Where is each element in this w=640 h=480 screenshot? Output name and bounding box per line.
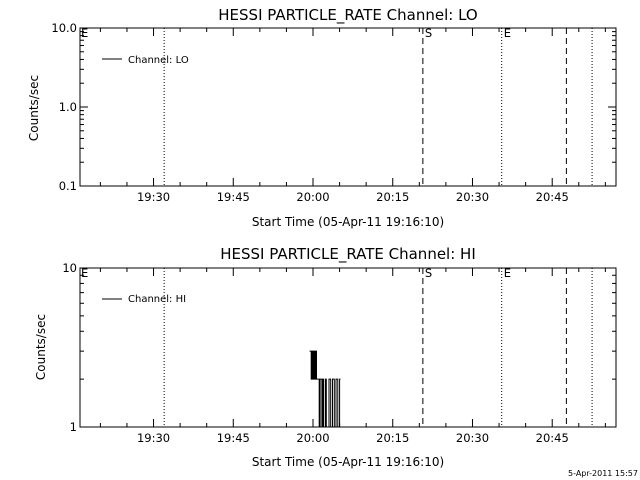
panel-channel-lo: HESSI PARTICLE_RATE Channel: LO Start Ti… — [27, 6, 617, 229]
plot-frame — [79, 27, 617, 187]
event-line-label: S — [425, 26, 432, 40]
y-tick-label: 10.0 — [51, 21, 77, 35]
event-line-label: E — [504, 266, 511, 280]
plot-frame — [79, 267, 617, 428]
x-axis-label-lo: Start Time (05-Apr-11 19:16:10) — [252, 215, 444, 229]
x-tick-label: 20:15 — [376, 431, 409, 445]
x-axis-label-hi: Start Time (05-Apr-11 19:16:10) — [252, 455, 444, 469]
x-tick-label: 19:30 — [137, 190, 170, 204]
chart-title-lo: HESSI PARTICLE_RATE Channel: LO — [218, 6, 477, 25]
x-tick-label: 19:30 — [137, 431, 170, 445]
chart-title-hi: HESSI PARTICLE_RATE Channel: HI — [220, 245, 476, 264]
start-marker-label: E — [81, 266, 88, 280]
x-tick-label: 20:45 — [536, 190, 569, 204]
event-line-label: E — [504, 26, 511, 40]
start-marker-label: E — [81, 26, 88, 40]
footer-timestamp: 5-Apr-2011 15:57 — [568, 469, 638, 478]
x-tick-label: 20:15 — [376, 190, 409, 204]
x-tick-label: 20:00 — [296, 190, 329, 204]
legend-label-lo: Channel: LO — [128, 55, 189, 66]
event-line-label: S — [425, 266, 432, 280]
panel-channel-hi: HESSI PARTICLE_RATE Channel: HI Start Ti… — [34, 245, 617, 469]
x-tick-label: 20:30 — [456, 190, 489, 204]
y-tick-label: 0.1 — [59, 179, 77, 193]
y-tick-label: 1.0 — [59, 100, 77, 114]
y-axis-label-lo: Counts/sec — [27, 75, 41, 141]
series-line — [309, 350, 341, 428]
y-tick-label: 10 — [62, 261, 77, 275]
x-tick-label: 20:00 — [296, 431, 329, 445]
x-tick-label: 19:45 — [217, 190, 250, 204]
x-tick-label: 20:45 — [536, 431, 569, 445]
legend-label-hi: Channel: HI — [128, 294, 186, 305]
x-tick-label: 19:45 — [217, 431, 250, 445]
y-axis-label-hi: Counts/sec — [34, 314, 48, 380]
x-tick-label: 20:30 — [456, 431, 489, 445]
y-tick-label: 1 — [70, 420, 77, 434]
